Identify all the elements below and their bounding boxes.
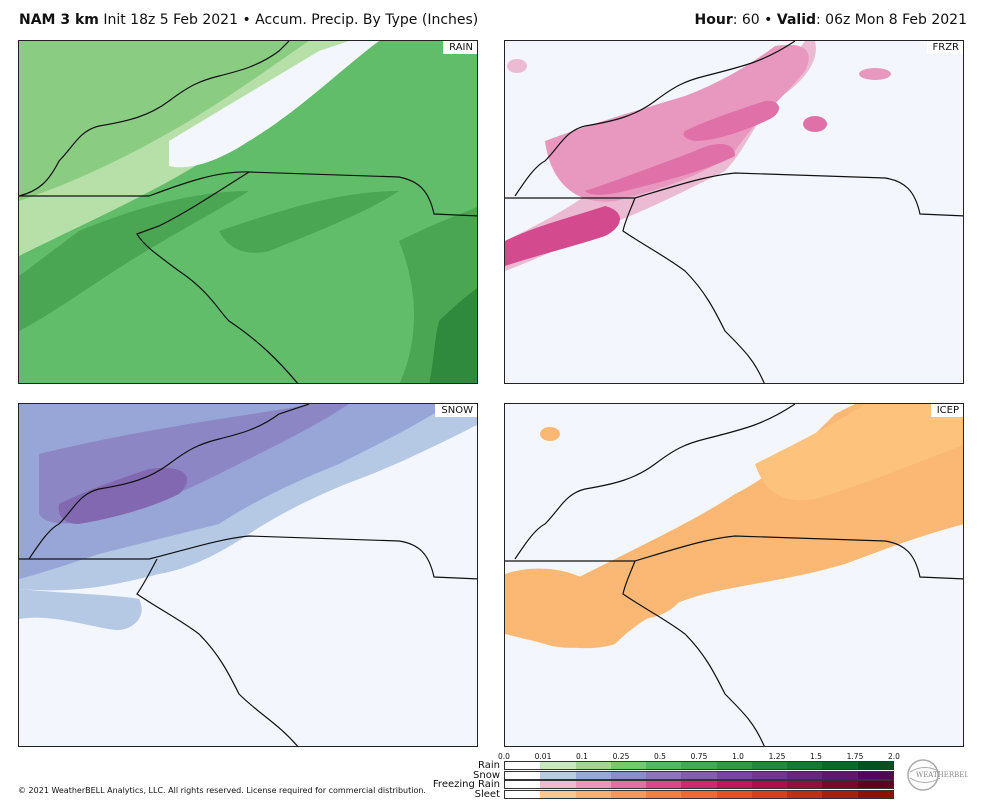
legend-swatch xyxy=(822,762,858,769)
legend-swatch xyxy=(540,762,576,769)
legend-swatch xyxy=(646,790,682,798)
legend-swatch xyxy=(505,781,541,788)
legend-swatch xyxy=(610,781,647,788)
icep-label: ICEP xyxy=(930,404,963,417)
legend-swatch xyxy=(751,790,788,798)
legend-swatch xyxy=(857,762,893,769)
legend-tick: 1.5 xyxy=(810,752,822,761)
legend-swatch xyxy=(505,771,541,779)
legend-color-bar xyxy=(504,761,894,770)
legend-row-label: Snow xyxy=(473,769,500,781)
legend-tick: 0.25 xyxy=(612,752,630,761)
frzr-panel: FRZR xyxy=(504,40,964,384)
icep-map xyxy=(505,404,963,746)
legend-swatch xyxy=(505,762,541,769)
hour-value: : 60 • xyxy=(732,12,777,28)
legend-swatch xyxy=(646,771,682,779)
legend-swatch xyxy=(681,781,717,788)
legend-swatch xyxy=(787,781,823,788)
weatherbell-logo: WEATHERBELL xyxy=(906,758,974,792)
model-name: NAM 3 km xyxy=(19,12,99,28)
legend-swatch xyxy=(857,771,893,779)
legend-swatch xyxy=(822,781,858,788)
legend-swatch xyxy=(575,781,611,788)
legend-swatch xyxy=(540,771,576,779)
legend-color-bar xyxy=(504,789,894,799)
legend-swatch xyxy=(751,781,788,788)
legend-swatch xyxy=(575,771,611,779)
map-title: NAM 3 km Init 18z 5 Feb 2021 • Accum. Pr… xyxy=(19,12,478,28)
rain-label: RAIN xyxy=(443,41,477,54)
valid-time: Hour: 60 • Valid: 06z Mon 8 Feb 2021 xyxy=(695,12,967,28)
legend-swatch xyxy=(751,771,788,779)
legend-swatch xyxy=(787,790,823,798)
legend-color-bar xyxy=(504,780,894,789)
legend-swatch xyxy=(681,790,717,798)
legend-tick: 0.0 xyxy=(498,752,510,761)
hour-label: Hour xyxy=(694,12,733,28)
svg-text:WEATHERBELL: WEATHERBELL xyxy=(916,771,968,779)
icep-panel: ICEP xyxy=(504,403,964,747)
legend-row-label: Rain xyxy=(478,760,500,771)
legend-swatch xyxy=(681,771,717,779)
legend-swatch xyxy=(646,762,682,769)
legend-swatch xyxy=(857,790,893,798)
legend-color-bar xyxy=(504,770,894,780)
legend-swatch xyxy=(575,790,611,798)
legend-tick: 1.25 xyxy=(768,752,786,761)
legend-swatch xyxy=(822,790,858,798)
legend-swatch xyxy=(787,762,823,769)
valid-value: : 06z Mon 8 Feb 2021 xyxy=(816,12,967,28)
legend-swatch xyxy=(505,790,541,798)
legend-swatch xyxy=(575,762,611,769)
frzr-map xyxy=(505,41,963,383)
legend-swatch xyxy=(610,771,647,779)
legend-tick: 1.0 xyxy=(732,752,744,761)
valid-label: Valid xyxy=(776,12,817,28)
legend-swatch xyxy=(681,762,717,769)
color-legend: 0.0 0.01 0.1 0.25 0.5 0.75 1.0 1.25 1.5 1.75 2.0 Ra… xyxy=(433,752,920,802)
legend-tick: 0.1 xyxy=(576,752,588,761)
legend-swatch xyxy=(787,771,823,779)
legend-swatch xyxy=(716,771,752,779)
legend-swatch xyxy=(646,781,682,788)
legend-tick: 0.5 xyxy=(654,752,666,761)
legend-swatch xyxy=(610,790,647,798)
init-text: Init 18z 5 Feb 2021 • Accum. Precip. By … xyxy=(98,12,479,28)
legend-tick: 2.0 xyxy=(888,752,900,761)
legend-swatch xyxy=(716,762,752,769)
legend-swatch xyxy=(822,771,858,779)
legend-tick: 0.75 xyxy=(690,752,708,761)
rain-panel: RAIN xyxy=(18,40,478,384)
snow-map xyxy=(19,404,477,746)
legend-swatch xyxy=(716,790,752,798)
snow-panel: SNOW xyxy=(18,403,478,747)
rain-map xyxy=(19,41,477,383)
legend-swatch xyxy=(610,762,647,769)
legend-row-label: Freezing Rain xyxy=(432,779,500,790)
legend-tick: 1.75 xyxy=(846,752,864,761)
legend-swatch xyxy=(716,781,752,788)
snow-label: SNOW xyxy=(435,404,477,417)
copyright-text: © 2021 WeatherBELL Analytics, LLC. All r… xyxy=(18,786,426,795)
legend-row-label: Sleet xyxy=(474,788,500,800)
frzr-label: FRZR xyxy=(926,41,963,54)
legend-tick: 0.01 xyxy=(534,752,552,761)
legend-swatch xyxy=(540,781,576,788)
legend-swatch xyxy=(857,781,893,788)
legend-swatch xyxy=(751,762,788,769)
legend-swatch xyxy=(540,790,576,798)
